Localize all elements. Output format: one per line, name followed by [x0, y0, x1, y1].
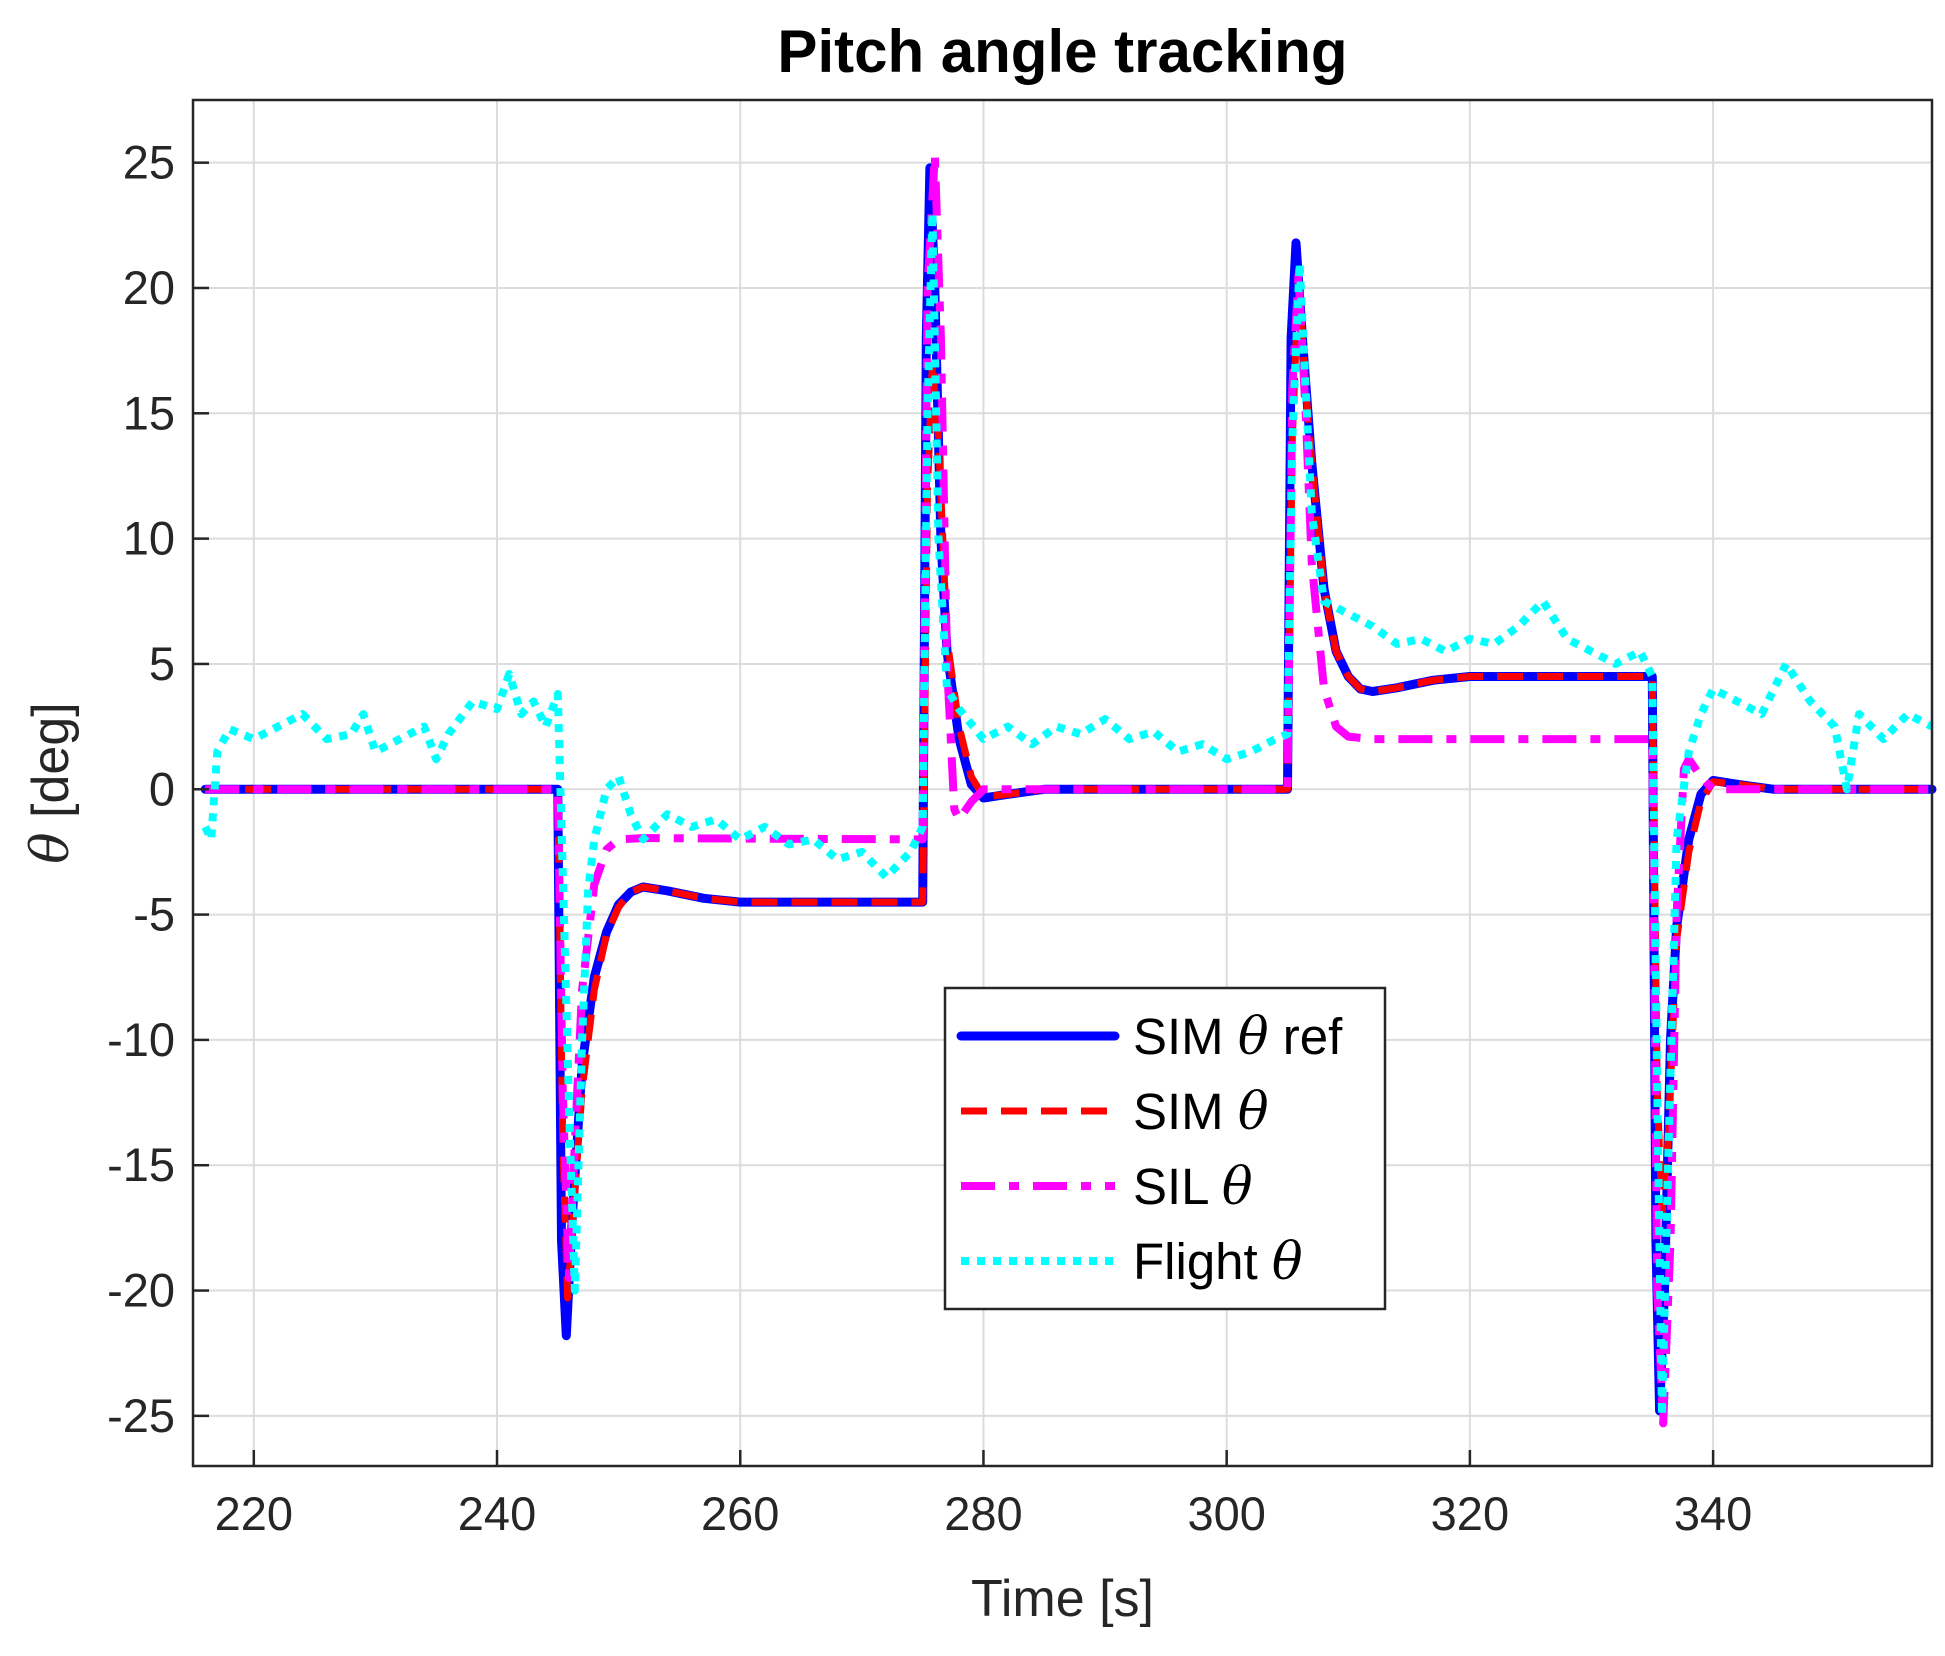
chart-title: Pitch angle tracking	[777, 18, 1347, 85]
x-tick-label: 340	[1674, 1487, 1752, 1540]
legend-box	[943, 986, 1387, 1311]
x-tick-label: 220	[215, 1487, 293, 1540]
y-tick-label: 15	[123, 386, 175, 439]
axis-ticks: 220 240 260 280 300 320 340 -25 -20 -15 -10 -5 0 5 10 1…	[107, 136, 1752, 1540]
y-axis-label: θ [deg]	[21, 702, 81, 863]
legend-theta: θ	[1272, 1233, 1303, 1292]
x-tick-label: 300	[1187, 1487, 1265, 1540]
legend-label-prefix: SIM	[1133, 1083, 1238, 1140]
legend-label-1: SIM θ ref	[1133, 1008, 1343, 1067]
x-tick-label: 320	[1431, 1487, 1509, 1540]
legend-label-prefix: SIL	[1133, 1158, 1222, 1215]
y-tick-label: 25	[123, 136, 175, 189]
legend-label-prefix: SIM	[1133, 1008, 1238, 1065]
y-tick-label: 5	[149, 637, 175, 690]
y-tick-label: -20	[107, 1264, 175, 1317]
y-tick-label: -10	[107, 1013, 175, 1066]
legend-theta: θ	[1238, 1083, 1269, 1142]
y-tick-label: -5	[133, 888, 175, 941]
y-tick-label: 0	[149, 762, 175, 815]
x-tick-label: 240	[458, 1487, 536, 1540]
x-axis-label: Time [s]	[971, 1570, 1154, 1628]
legend-label-4: Flight θ	[1133, 1233, 1303, 1292]
y-label-rest: [deg]	[22, 702, 80, 832]
x-tick-label: 260	[701, 1487, 779, 1540]
series-line-3	[205, 151, 1932, 1428]
legend-label-2: SIM θ	[1133, 1083, 1269, 1142]
legend-label-prefix: Flight	[1133, 1233, 1272, 1290]
series-line-2	[205, 277, 1932, 1302]
y-tick-label: -25	[107, 1389, 175, 1442]
y-tick-label: -15	[107, 1138, 175, 1191]
legend-theta: θ	[1222, 1158, 1253, 1217]
legend-theta: θ	[1238, 1008, 1269, 1067]
legend-label-suffix: ref	[1269, 1008, 1344, 1065]
legend-label-3: SIL θ	[1133, 1158, 1253, 1217]
y-label-theta: θ	[21, 832, 81, 863]
plot-area-frame	[191, 98, 1934, 1468]
y-tick-label: 20	[123, 261, 175, 314]
series-line-4	[201, 208, 1934, 1420]
series-lines	[200, 151, 1937, 1428]
y-tick-label: 10	[123, 512, 175, 565]
x-tick-label: 280	[944, 1487, 1022, 1540]
